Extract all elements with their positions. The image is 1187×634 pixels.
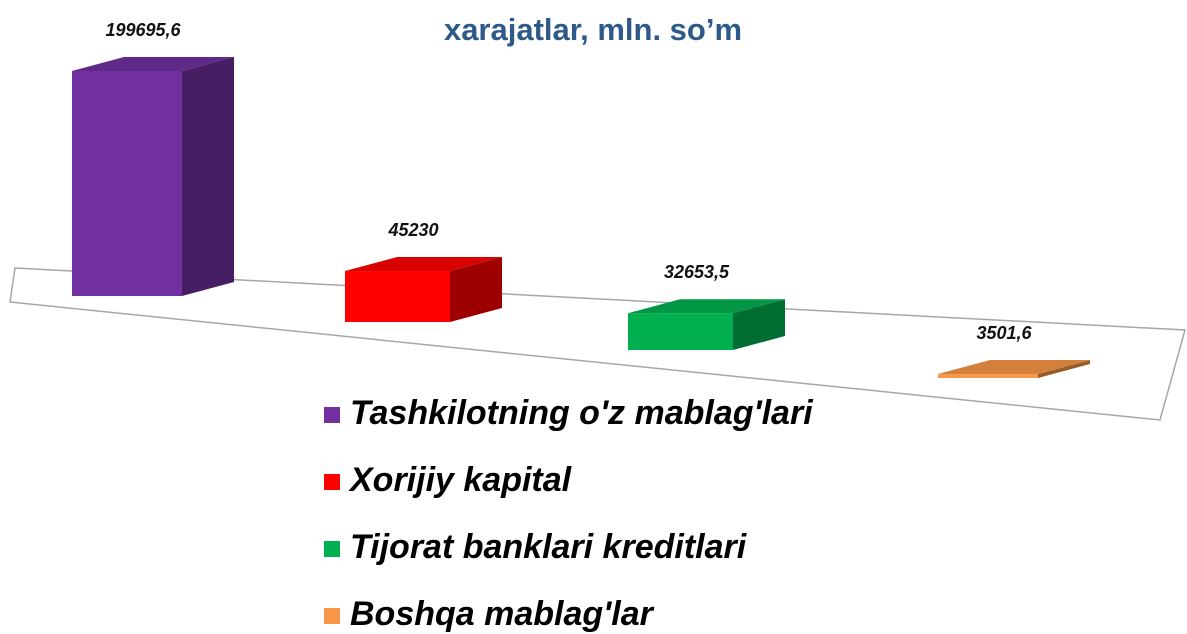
legend-label: Xorijiy kapital [348,461,573,499]
legend-swatch [324,474,340,490]
legend-label: Tashkilotning o'z mablag'lari [350,394,814,432]
value-label: 199695,6 [105,20,181,40]
bar-side [733,299,785,350]
bar [938,374,1038,378]
bar-side [450,257,502,322]
floor [9,267,1186,421]
legend-label: Boshqa mablag'lar [350,595,655,633]
bar-top [938,360,1090,375]
chart-title: xarajatlar, mln. so’m [444,12,742,47]
value-label: 32653,5 [664,262,730,282]
bar [345,271,450,322]
bar-top [628,299,785,314]
legend-swatch [324,608,340,624]
bar [628,313,733,350]
value-label: 3501,6 [976,323,1032,343]
legend-swatch [324,541,340,557]
bar-top [345,257,502,272]
legend-swatch [324,407,340,423]
legend-label: Tijorat banklari kreditlari [350,528,748,566]
value-label: 45230 [387,220,438,240]
bar-side [1038,360,1090,378]
bar-top [72,57,234,71]
bar-side [182,57,234,296]
bar [72,71,182,296]
